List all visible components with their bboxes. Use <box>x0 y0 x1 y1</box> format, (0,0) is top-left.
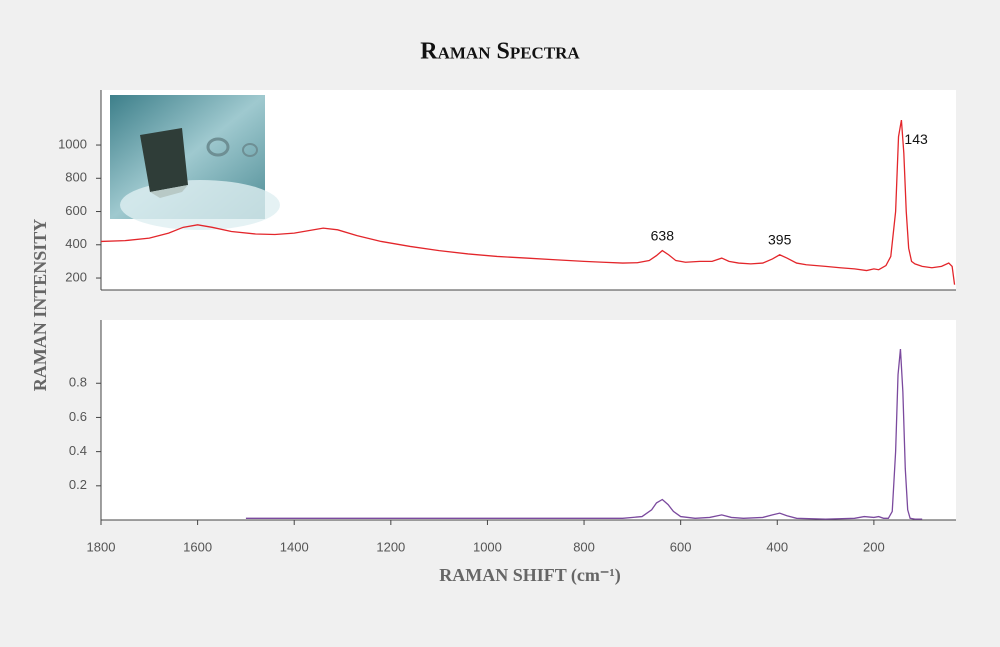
peak-label: 638 <box>651 227 675 243</box>
inset-photo <box>110 95 280 230</box>
peak-label: 395 <box>768 231 792 247</box>
x-axis-label: RAMAN SHIFT (cm⁻¹) <box>439 565 621 586</box>
x-tick-label: 1400 <box>280 539 309 554</box>
chart-title: Raman Spectra <box>420 39 580 65</box>
y-tick-label: 0.8 <box>69 375 87 390</box>
y-tick-label: 800 <box>65 170 87 185</box>
y-tick-label: 600 <box>65 203 87 218</box>
y-tick-label: 200 <box>65 269 87 284</box>
y-axis-label: RAMAN INTENSITY <box>30 219 50 392</box>
x-tick-label: 1800 <box>87 539 116 554</box>
y-tick-label: 0.2 <box>69 477 87 492</box>
y-tick-label: 0.4 <box>69 443 87 458</box>
x-tick-label: 800 <box>573 539 595 554</box>
y-tick-label: 0.6 <box>69 409 87 424</box>
x-tick-label: 1600 <box>183 539 212 554</box>
x-tick-label: 1000 <box>473 539 502 554</box>
spectrum-line <box>245 348 923 520</box>
x-tick-label: 400 <box>766 539 788 554</box>
peak-label: 143 <box>904 131 928 147</box>
x-tick-label: 600 <box>670 539 692 554</box>
spectrum-line <box>100 119 956 285</box>
plot-area <box>101 320 956 520</box>
x-tick-label: 1200 <box>376 539 405 554</box>
y-tick-label: 1000 <box>58 136 87 151</box>
x-tick-label: 200 <box>863 539 885 554</box>
y-tick-label: 400 <box>65 236 87 251</box>
